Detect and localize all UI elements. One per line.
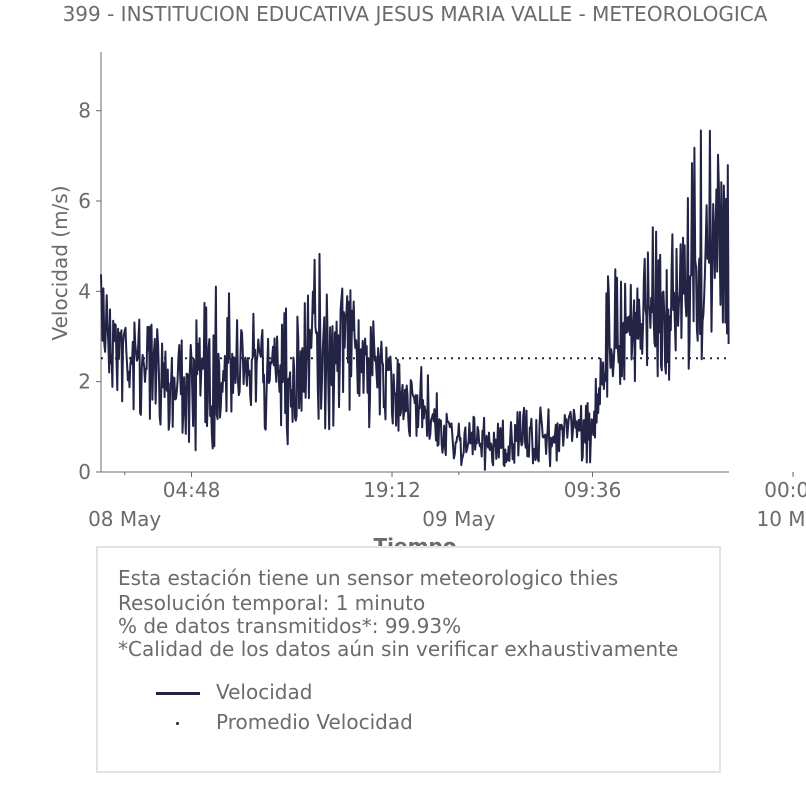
legend-label-velocidad: Velocidad <box>216 680 313 704</box>
date-labels: 08 May 09 May 10 May <box>88 472 806 531</box>
x-tick-label: 04:48 <box>163 478 221 502</box>
legend-dot-swatch <box>176 722 179 725</box>
series-line-velocidad <box>100 129 730 471</box>
info-box: Esta estación tiene un sensor meteorolog… <box>96 546 721 773</box>
x-tick-label: 09:36 <box>564 478 622 502</box>
y-tick-label: 8 <box>78 99 91 123</box>
legend-line-swatch <box>156 692 200 695</box>
info-line-quality: *Calidad de los datos aún sin verificar … <box>118 637 679 661</box>
info-line-transmitted: % de datos transmitidos*: 99.93% <box>118 614 462 638</box>
y-axis-label: Velocidad (m/s) <box>48 185 72 340</box>
y-ticks: 0 2 4 6 8 <box>78 99 101 484</box>
info-line-resolution: Resolución temporal: 1 minuto <box>118 591 426 615</box>
chart-title: 399 - INSTITUCION EDUCATIVA JESUS MARIA … <box>63 2 768 26</box>
date-label: 10 May <box>756 507 806 531</box>
date-label: 08 May <box>88 507 161 531</box>
x-tick-label: 19:12 <box>363 478 421 502</box>
x-tick-label: 00:00 <box>764 478 806 502</box>
y-tick-label: 4 <box>78 279 91 303</box>
y-tick-label: 2 <box>78 370 91 394</box>
legend-label-promedio: Promedio Velocidad <box>216 710 413 734</box>
date-label: 09 May <box>422 507 495 531</box>
info-line-sensor: Esta estación tiene un sensor meteorolog… <box>118 566 619 590</box>
y-tick-label: 0 <box>78 460 91 484</box>
y-tick-label: 6 <box>78 189 91 213</box>
